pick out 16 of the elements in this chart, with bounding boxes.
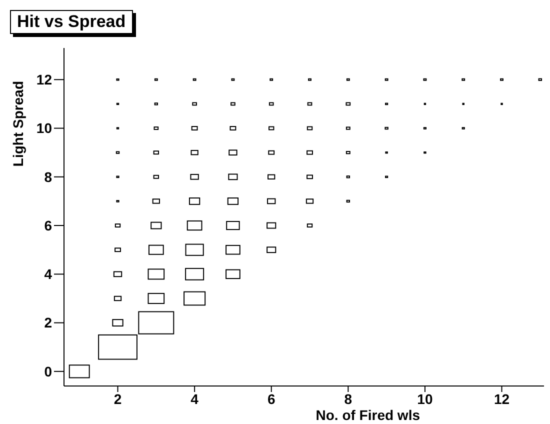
- x-tick-label: 6: [267, 390, 276, 407]
- x-tick-label: 8: [344, 390, 352, 407]
- y-tick-label: 4: [44, 266, 52, 282]
- chart-title: Hit vs Spread: [10, 10, 133, 34]
- x-tick-label: 4: [190, 390, 199, 407]
- y-tick-label: 0: [44, 363, 52, 380]
- y-tick-label: 2: [44, 314, 52, 331]
- x-axis-title: No. of Fired wls: [316, 407, 420, 423]
- y-tick-label: 12: [36, 72, 52, 88]
- x-tick-label: 2: [114, 390, 122, 407]
- x-tick-label: 12: [494, 390, 510, 407]
- y-tick-label: 8: [44, 168, 52, 185]
- x-tick-label: 10: [417, 390, 433, 407]
- y-tick-label: 6: [44, 217, 52, 234]
- y-axis-title: Light Spread: [10, 81, 26, 169]
- y-tick-label: 10: [36, 120, 52, 136]
